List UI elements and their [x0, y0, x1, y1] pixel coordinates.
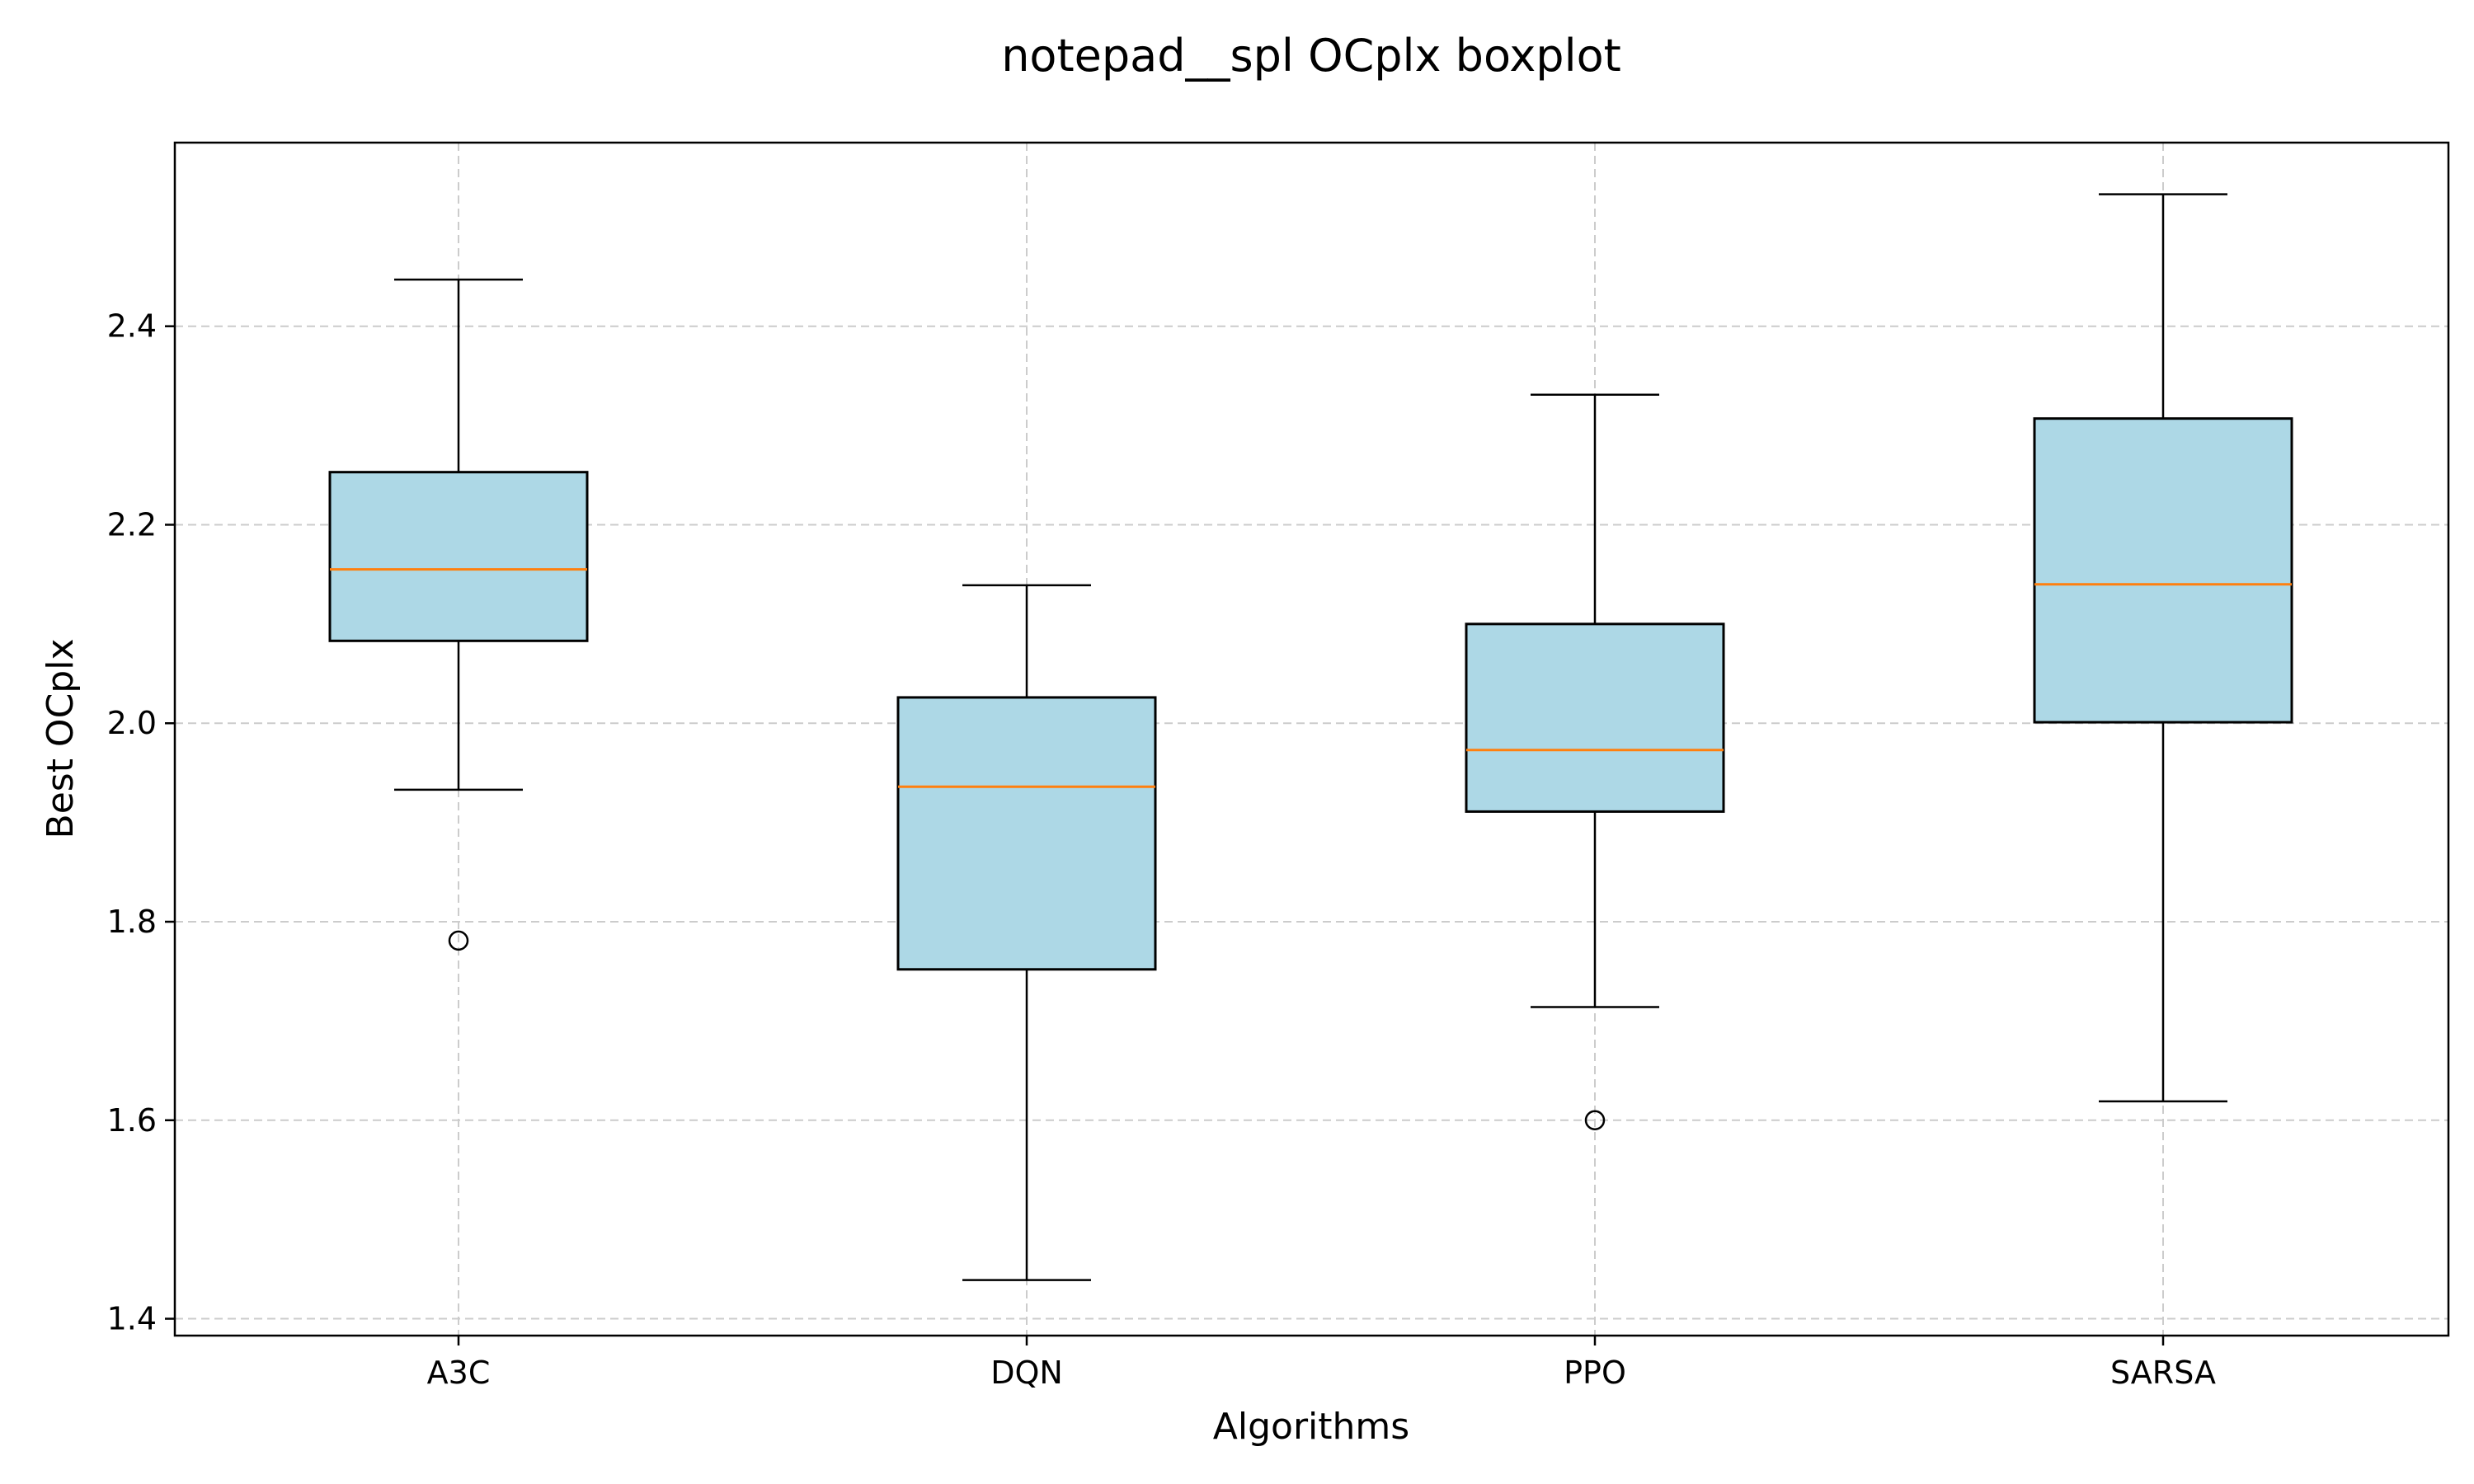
- y-tick-label: 2.0: [107, 705, 157, 741]
- y-tick-label: 2.4: [107, 308, 157, 345]
- y-axis-label: Best OCplx: [40, 639, 82, 839]
- x-tick-label: DQN: [990, 1355, 1063, 1391]
- x-tick-label: A3C: [427, 1355, 491, 1391]
- box-group-a3c: [328, 278, 589, 951]
- x-axis-label: Algorithms: [1213, 1406, 1409, 1448]
- box-group-dqn: [896, 584, 1157, 1281]
- chart-title: notepad__spl OCplx boxplot: [1001, 30, 1621, 82]
- y-tick-label: 1.6: [107, 1102, 157, 1139]
- boxes-layer: [328, 193, 2293, 1281]
- y-tick-label: 2.2: [107, 506, 157, 542]
- x-tick-label: SARSA: [2110, 1355, 2216, 1391]
- grid-lines: [175, 143, 2448, 1336]
- iqr-box: [896, 696, 1157, 971]
- y-tick-label: 1.4: [107, 1301, 157, 1337]
- outlier-point: [448, 930, 469, 951]
- plot-area-frame: [173, 141, 2450, 1337]
- x-tick-label: PPO: [1564, 1355, 1626, 1391]
- iqr-box: [2033, 417, 2293, 724]
- y-tick-label: 1.8: [107, 904, 157, 940]
- box-group-sarsa: [2033, 193, 2293, 1103]
- iqr-box: [328, 471, 589, 642]
- box-group-ppo: [1465, 393, 1725, 1131]
- outlier-point: [1584, 1110, 1606, 1131]
- iqr-box: [1465, 622, 1725, 813]
- axis-ticks: 1.4 1.6 1.8 2.0 2.2 2.4 A3C DQN PPO SARSA: [107, 308, 2216, 1391]
